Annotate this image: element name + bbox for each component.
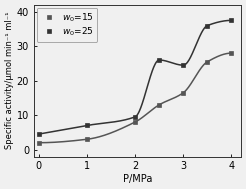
- $w_0$=25: [158, 59, 161, 61]
- $w_0$=15: [134, 121, 137, 123]
- $w_0$=25: [85, 124, 88, 127]
- Y-axis label: Specific activity/μmol min⁻¹ ml⁻¹: Specific activity/μmol min⁻¹ ml⁻¹: [5, 12, 14, 149]
- X-axis label: P/MPa: P/MPa: [123, 174, 152, 184]
- $w_0$=15: [37, 142, 40, 144]
- $w_0$=15: [85, 138, 88, 140]
- $w_0$=15: [182, 92, 185, 94]
- $w_0$=15: [206, 61, 209, 63]
- $w_0$=15: [230, 52, 233, 54]
- Legend: $w_0$=15, $w_0$=25: $w_0$=15, $w_0$=25: [37, 8, 97, 42]
- Line: $w_0$=25: $w_0$=25: [36, 18, 234, 136]
- $w_0$=25: [206, 24, 209, 27]
- Line: $w_0$=15: $w_0$=15: [36, 51, 234, 145]
- $w_0$=15: [158, 104, 161, 106]
- $w_0$=25: [230, 19, 233, 22]
- $w_0$=25: [182, 64, 185, 66]
- $w_0$=25: [134, 116, 137, 118]
- $w_0$=25: [37, 133, 40, 135]
